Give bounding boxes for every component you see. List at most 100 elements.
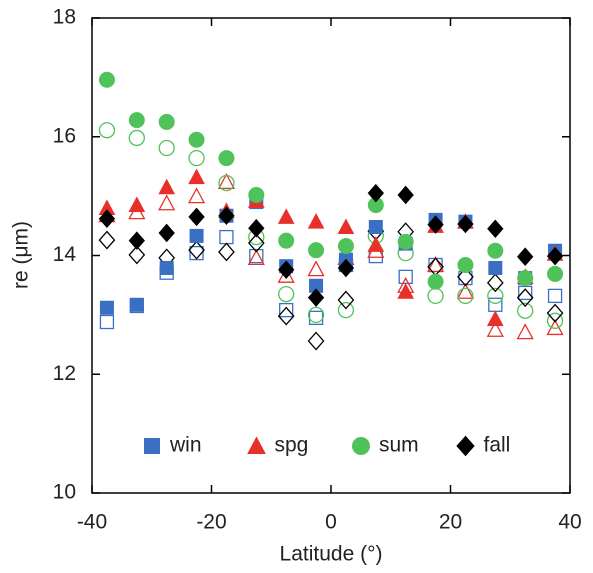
marker bbox=[427, 287, 444, 305]
marker bbox=[99, 300, 114, 315]
marker bbox=[456, 282, 475, 299]
marker bbox=[426, 256, 445, 273]
marker bbox=[158, 178, 176, 195]
marker bbox=[248, 218, 265, 238]
marker bbox=[98, 230, 116, 250]
marker bbox=[457, 287, 474, 305]
marker bbox=[219, 229, 234, 245]
marker bbox=[337, 218, 355, 234]
legend-marker bbox=[247, 436, 266, 454]
marker bbox=[486, 310, 504, 327]
marker bbox=[128, 231, 145, 250]
y-axis-label: re (μm) bbox=[10, 221, 33, 289]
y-tick-label: 18 bbox=[53, 6, 76, 29]
x-axis-label: Latitude (°) bbox=[280, 543, 383, 566]
marker bbox=[248, 186, 265, 203]
marker bbox=[217, 172, 236, 190]
marker bbox=[158, 223, 175, 243]
marker bbox=[517, 247, 534, 266]
marker bbox=[337, 301, 355, 319]
marker bbox=[547, 265, 564, 282]
marker bbox=[487, 219, 504, 239]
legend-marker bbox=[352, 437, 370, 455]
marker bbox=[128, 196, 146, 213]
legend-label: win bbox=[169, 434, 202, 457]
marker bbox=[307, 331, 325, 351]
y-tick-label: 14 bbox=[53, 243, 77, 266]
marker bbox=[189, 228, 204, 243]
marker bbox=[279, 302, 294, 318]
marker bbox=[158, 194, 176, 211]
legend-marker bbox=[456, 435, 475, 457]
marker bbox=[487, 242, 504, 259]
marker bbox=[427, 273, 444, 290]
marker bbox=[188, 149, 205, 167]
marker bbox=[128, 112, 145, 129]
marker bbox=[188, 240, 205, 260]
marker bbox=[307, 260, 325, 277]
marker bbox=[159, 260, 174, 275]
legend-label: fall bbox=[484, 434, 511, 457]
x-tick-label: 0 bbox=[325, 511, 337, 534]
marker bbox=[277, 266, 295, 283]
marker bbox=[188, 168, 205, 185]
marker bbox=[546, 246, 564, 266]
marker bbox=[547, 288, 563, 304]
marker bbox=[158, 139, 175, 157]
marker bbox=[247, 248, 265, 266]
marker bbox=[516, 288, 534, 308]
marker bbox=[518, 285, 533, 301]
marker bbox=[397, 233, 414, 250]
marker bbox=[277, 306, 295, 326]
marker bbox=[488, 297, 503, 312]
marker bbox=[488, 260, 503, 275]
marker bbox=[486, 320, 504, 337]
marker bbox=[99, 314, 115, 330]
marker bbox=[337, 290, 355, 310]
marker bbox=[367, 183, 384, 203]
marker bbox=[98, 71, 115, 88]
marker bbox=[546, 303, 564, 323]
marker bbox=[278, 232, 295, 249]
marker bbox=[128, 129, 145, 147]
marker bbox=[368, 220, 383, 234]
x-tick-label: -40 bbox=[77, 511, 107, 534]
legend-label: spg bbox=[275, 434, 309, 457]
x-tick-label: 20 bbox=[439, 511, 462, 534]
marker bbox=[218, 242, 235, 262]
marker bbox=[188, 207, 205, 227]
marker bbox=[247, 233, 265, 253]
marker bbox=[457, 257, 474, 273]
marker bbox=[487, 287, 504, 305]
marker bbox=[517, 270, 534, 287]
marker bbox=[398, 269, 413, 285]
marker bbox=[307, 213, 325, 229]
marker bbox=[307, 288, 325, 307]
marker bbox=[218, 150, 235, 167]
marker bbox=[486, 273, 504, 293]
marker bbox=[278, 260, 295, 280]
marker bbox=[158, 113, 175, 130]
legend-label: sum bbox=[379, 434, 419, 457]
marker bbox=[337, 258, 355, 278]
marker bbox=[308, 242, 325, 259]
y-tick-label: 16 bbox=[53, 124, 76, 147]
x-tick-label: 40 bbox=[558, 511, 581, 534]
marker bbox=[517, 302, 534, 319]
y-tick-label: 12 bbox=[53, 362, 76, 385]
marker bbox=[457, 214, 474, 234]
marker bbox=[98, 209, 116, 228]
marker bbox=[516, 323, 534, 340]
marker bbox=[129, 297, 144, 312]
marker bbox=[397, 185, 414, 205]
marker bbox=[427, 215, 444, 234]
marker bbox=[128, 245, 146, 265]
marker bbox=[98, 122, 116, 139]
marker bbox=[188, 131, 205, 148]
marker bbox=[546, 312, 564, 329]
marker bbox=[397, 283, 415, 299]
marker bbox=[187, 187, 206, 204]
y-tick-label: 10 bbox=[53, 481, 76, 504]
marker bbox=[337, 238, 354, 254]
